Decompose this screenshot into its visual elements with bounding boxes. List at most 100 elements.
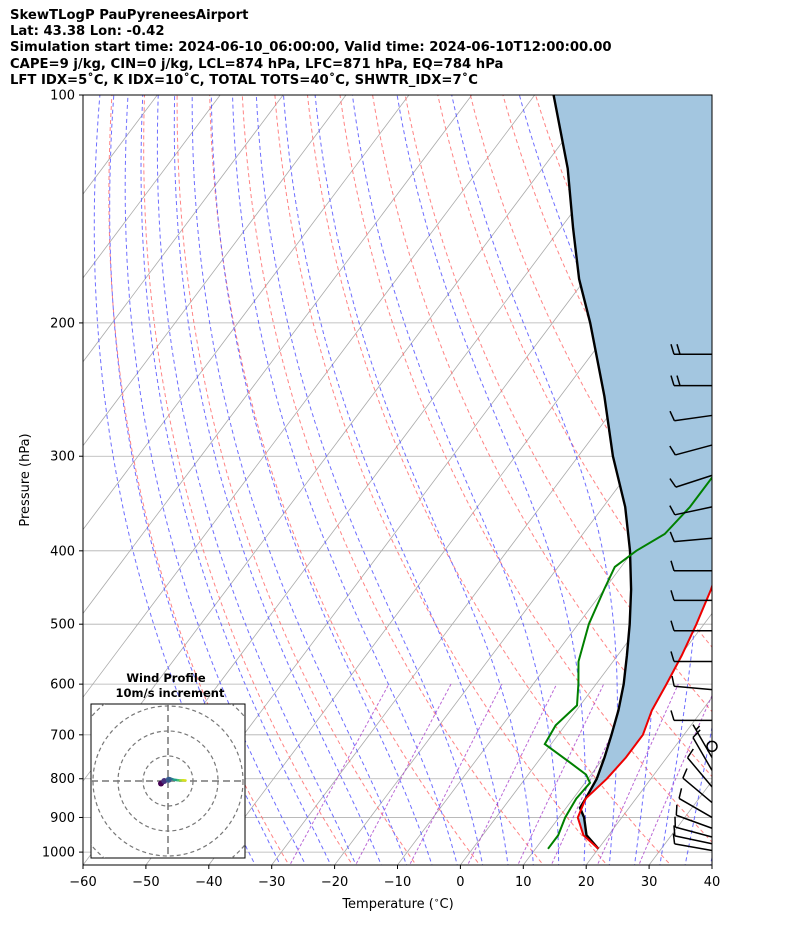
wind-barb bbox=[669, 505, 713, 516]
x-tick-label: −20 bbox=[321, 875, 348, 890]
barb-shaft bbox=[675, 444, 713, 456]
y-tick-label: 900 bbox=[50, 811, 75, 826]
y-axis-label: Pressure (hPa) bbox=[18, 433, 33, 526]
barb-flag bbox=[670, 620, 675, 631]
barb-flag bbox=[676, 375, 681, 386]
chart-title: SkewTLogP PauPyreneesAirport bbox=[10, 8, 249, 23]
barb-half-flag bbox=[695, 725, 701, 731]
isotherm bbox=[83, 95, 284, 363]
y-tick-label: 200 bbox=[50, 316, 75, 331]
time-line: Simulation start time: 2024-06-10_06:00:… bbox=[10, 40, 612, 56]
barb-flag bbox=[670, 710, 675, 721]
inset-subtitle: 10m/s increment bbox=[116, 686, 225, 700]
mixing-ratio-line bbox=[467, 683, 558, 865]
dry-adiabat bbox=[756, 79, 794, 868]
barb-flag bbox=[669, 410, 676, 422]
moist-adiabat bbox=[396, 95, 586, 865]
wind-barb bbox=[669, 410, 713, 422]
isotherm bbox=[83, 95, 536, 698]
mixing-ratio-line bbox=[596, 683, 679, 865]
barb-shaft bbox=[674, 843, 713, 852]
barb-flag bbox=[669, 531, 675, 542]
moist-adiabat bbox=[173, 95, 382, 865]
barb-shaft bbox=[674, 685, 713, 691]
dry-adiabat bbox=[788, 79, 794, 868]
wind-barb bbox=[692, 724, 713, 758]
profiles bbox=[543, 95, 712, 850]
barb-flag bbox=[671, 675, 675, 687]
moist-adiabat bbox=[124, 95, 307, 865]
isotherm bbox=[334, 361, 712, 865]
barb-flag bbox=[670, 375, 675, 386]
location-line: Lat: 43.38 Lon: -0.42 bbox=[10, 24, 165, 40]
barb-flag bbox=[682, 768, 688, 779]
cape-shading bbox=[553, 95, 712, 849]
mixing-ratio-line bbox=[517, 683, 605, 865]
y-tick-label: 800 bbox=[50, 772, 75, 787]
barb-flag bbox=[678, 788, 683, 799]
dry-adiabat bbox=[306, 95, 672, 865]
wind-barb bbox=[672, 833, 713, 852]
barb-shaft bbox=[676, 814, 713, 829]
x-tick-label: −50 bbox=[132, 875, 159, 890]
moist-adiabat bbox=[255, 95, 484, 865]
barb-shaft bbox=[674, 506, 713, 516]
wind-barb bbox=[682, 768, 713, 804]
mixing-ratio-line bbox=[289, 683, 390, 865]
wind-barb bbox=[669, 531, 713, 543]
x-tick-label: 30 bbox=[641, 875, 658, 890]
barb-flag bbox=[670, 560, 675, 571]
moist-adiabat bbox=[451, 95, 618, 865]
wind-barb bbox=[670, 710, 712, 722]
dry-adiabat bbox=[724, 79, 794, 868]
axes: −60 −50 −40 −30 −20 −10 0 10 20 30 40 1000 900 800 700… bbox=[42, 89, 720, 891]
wind-barb bbox=[678, 788, 713, 819]
moist-adiabat bbox=[314, 95, 534, 865]
mixing-ratio-line bbox=[355, 683, 452, 865]
wind-barb bbox=[670, 590, 712, 602]
x-tick-label: 20 bbox=[578, 875, 595, 890]
moist-adiabat bbox=[93, 95, 256, 865]
barb-shaft bbox=[682, 777, 713, 804]
moist-adiabat bbox=[191, 95, 408, 865]
hodograph bbox=[91, 704, 245, 858]
barb-flag bbox=[670, 651, 675, 662]
wind-barb bbox=[675, 804, 713, 829]
barb-shaft bbox=[686, 757, 713, 788]
y-tick-label: 600 bbox=[50, 678, 75, 693]
moist-adiabat bbox=[210, 95, 433, 865]
wind-barb bbox=[692, 729, 713, 771]
wind-barb bbox=[686, 748, 713, 788]
isotherm bbox=[83, 95, 410, 531]
wind-barb bbox=[673, 825, 713, 845]
barb-shaft bbox=[675, 474, 713, 488]
barb-flag bbox=[672, 833, 676, 844]
mixing-ratio-line bbox=[409, 683, 503, 865]
isotherm bbox=[271, 277, 712, 865]
mixing-ratio-line bbox=[638, 694, 712, 865]
y-tick-label: 700 bbox=[50, 728, 75, 743]
y-tick-label: 100 bbox=[50, 89, 75, 104]
wind-barbs bbox=[669, 344, 718, 852]
isotherm bbox=[83, 95, 473, 615]
x-tick-label: −10 bbox=[384, 875, 411, 890]
barb-flag bbox=[669, 505, 676, 516]
wind-barb bbox=[670, 651, 712, 663]
moist-adiabat bbox=[140, 95, 332, 865]
barb-shaft bbox=[692, 724, 713, 758]
barb-shaft bbox=[692, 737, 713, 771]
moist-adiabat bbox=[351, 95, 560, 865]
wind-barb bbox=[669, 444, 713, 456]
barb-shaft bbox=[678, 797, 713, 819]
moist-adiabat bbox=[156, 95, 357, 865]
barb-flag bbox=[676, 344, 681, 355]
dry-adiabat bbox=[274, 95, 608, 865]
isotherm bbox=[773, 78, 794, 868]
y-tick-label: 300 bbox=[50, 450, 75, 465]
moist-adiabat bbox=[709, 855, 712, 865]
isotherm bbox=[585, 696, 712, 865]
temperature-line bbox=[576, 583, 712, 850]
dewpoint-line bbox=[543, 475, 712, 850]
barb-flag bbox=[675, 804, 678, 816]
